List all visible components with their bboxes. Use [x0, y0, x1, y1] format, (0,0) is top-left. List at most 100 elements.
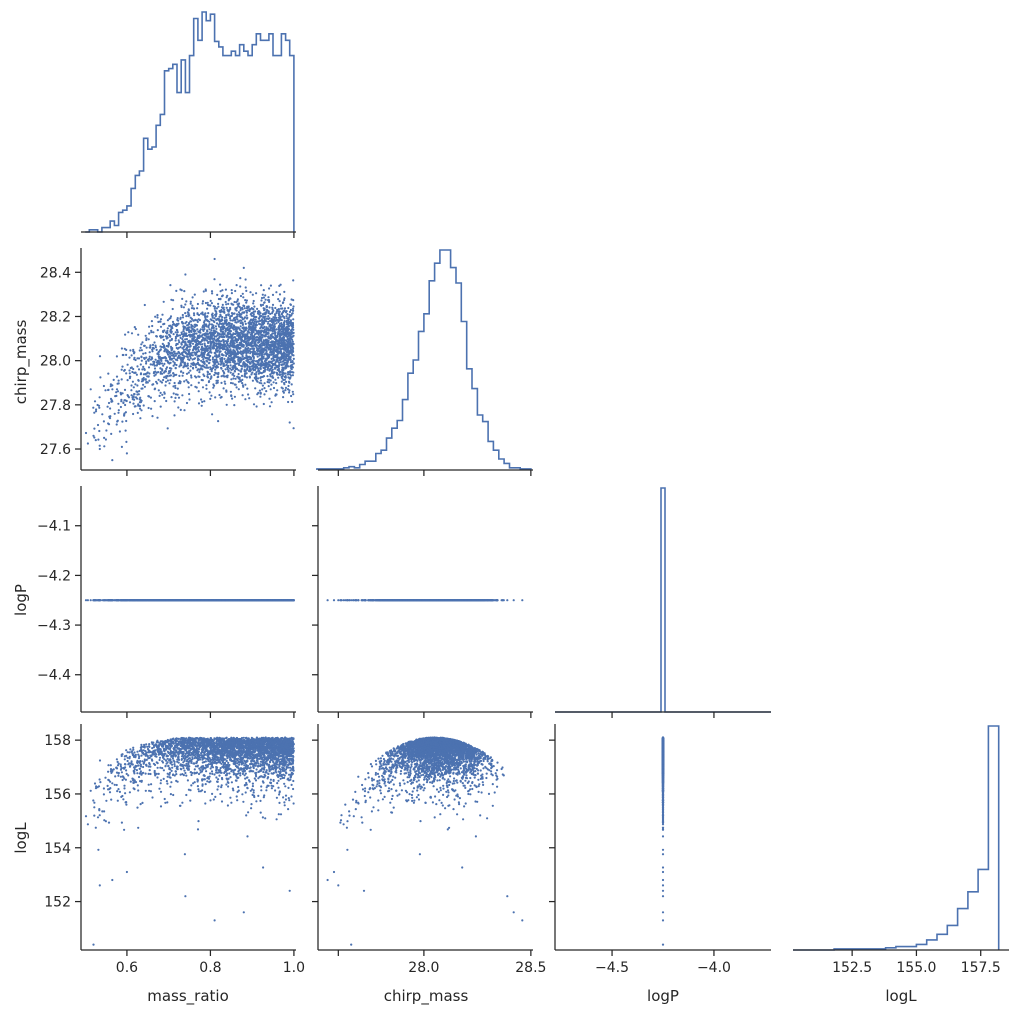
- scatter-point: [247, 347, 250, 350]
- scatter-point: [292, 357, 295, 360]
- scatter-point: [262, 356, 265, 359]
- scatter-point: [212, 329, 215, 332]
- scatter-point: [176, 359, 179, 362]
- scatter-point: [279, 334, 282, 337]
- scatter-point: [121, 420, 124, 423]
- scatter-point: [128, 377, 131, 380]
- scatter-point: [206, 376, 210, 379]
- scatter-point: [180, 360, 183, 363]
- scatter-point: [291, 374, 294, 377]
- scatter-point: [240, 316, 244, 319]
- scatter-point: [265, 353, 268, 356]
- scatter-point: [180, 305, 183, 309]
- scatter-point: [174, 335, 177, 338]
- scatter-point: [271, 303, 275, 306]
- scatter-point: [185, 401, 189, 405]
- scatter-point: [193, 326, 196, 329]
- scatter-point: [163, 392, 166, 395]
- scatter-point: [145, 346, 148, 349]
- scatter-point: [130, 394, 133, 397]
- scatter-point: [239, 370, 243, 373]
- scatter-point: [282, 363, 285, 366]
- scatter-point: [261, 349, 264, 352]
- scatter-point: [241, 332, 244, 335]
- scatter-point: [271, 320, 274, 323]
- scatter-point: [244, 322, 247, 325]
- scatter-point: [228, 327, 231, 330]
- scatter-point: [112, 378, 115, 381]
- scatter-point: [262, 363, 265, 366]
- scatter-point: [203, 400, 206, 403]
- y-tick-label: 27.8: [40, 398, 71, 414]
- scatter-point: [234, 377, 237, 380]
- scatter-point: [200, 312, 204, 315]
- scatter-point: [183, 409, 186, 412]
- scatter-point: [258, 336, 261, 340]
- scatter-point: [229, 371, 232, 374]
- scatter-point: [249, 333, 252, 336]
- scatter-point: [207, 358, 210, 361]
- scatter-point: [231, 366, 234, 369]
- scatter-point: [284, 389, 287, 392]
- scatter-point: [220, 367, 223, 370]
- scatter-point: [123, 347, 126, 350]
- scatter-point: [262, 375, 266, 378]
- scatter-point: [255, 323, 258, 326]
- scatter-point: [180, 333, 183, 336]
- scatter-point: [198, 363, 201, 367]
- scatter-point: [133, 326, 136, 329]
- scatter-point: [180, 343, 183, 346]
- scatter-point: [248, 361, 251, 364]
- scatter-point: [258, 381, 261, 384]
- scatter-point: [213, 355, 217, 358]
- scatter-point: [201, 302, 204, 305]
- scatter-point: [252, 359, 255, 362]
- scatter-point: [145, 362, 148, 365]
- scatter-point: [172, 392, 175, 395]
- scatter-point: [113, 412, 116, 415]
- scatter-point: [203, 338, 206, 341]
- scatter-point: [195, 338, 198, 341]
- scatter-point: [189, 302, 192, 305]
- scatter-point: [117, 379, 120, 382]
- scatter-point: [151, 350, 154, 353]
- scatter-point: [258, 345, 261, 348]
- scatter-point: [166, 427, 169, 430]
- scatter-point: [213, 305, 217, 308]
- scatter-point: [128, 401, 132, 404]
- scatter-point: [102, 420, 105, 423]
- scatter-point: [249, 313, 252, 316]
- scatter-point: [207, 312, 210, 315]
- scatter-point: [190, 362, 193, 365]
- scatter-point: [124, 403, 127, 407]
- scatter-point: [281, 347, 284, 350]
- scatter-point: [284, 327, 287, 330]
- scatter-point: [149, 396, 152, 399]
- scatter-point: [287, 347, 290, 350]
- scatter-panel-chirp_mass-vs-mass_ratio: [84, 257, 295, 462]
- scatter-point: [186, 364, 189, 367]
- scatter-point: [98, 355, 102, 358]
- scatter-point: [236, 343, 239, 346]
- scatter-point: [274, 345, 277, 348]
- scatter-point: [226, 342, 229, 345]
- scatter-point: [266, 380, 269, 384]
- scatter-point: [148, 379, 151, 382]
- scatter-point: [281, 307, 284, 310]
- scatter-point: [187, 367, 190, 370]
- scatter-point: [224, 382, 227, 385]
- scatter-point: [183, 350, 186, 353]
- scatter-point: [271, 332, 274, 335]
- scatter-point: [224, 368, 227, 371]
- scatter-point: [192, 363, 195, 367]
- scatter-point: [280, 340, 283, 343]
- scatter-point: [216, 334, 219, 337]
- scatter-point: [239, 294, 243, 298]
- scatter-point: [219, 310, 222, 314]
- scatter-point: [282, 390, 285, 393]
- scatter-point: [202, 360, 205, 363]
- scatter-point: [187, 313, 190, 316]
- scatter-point: [182, 306, 185, 309]
- scatter-point: [141, 379, 145, 382]
- scatter-point: [210, 290, 214, 293]
